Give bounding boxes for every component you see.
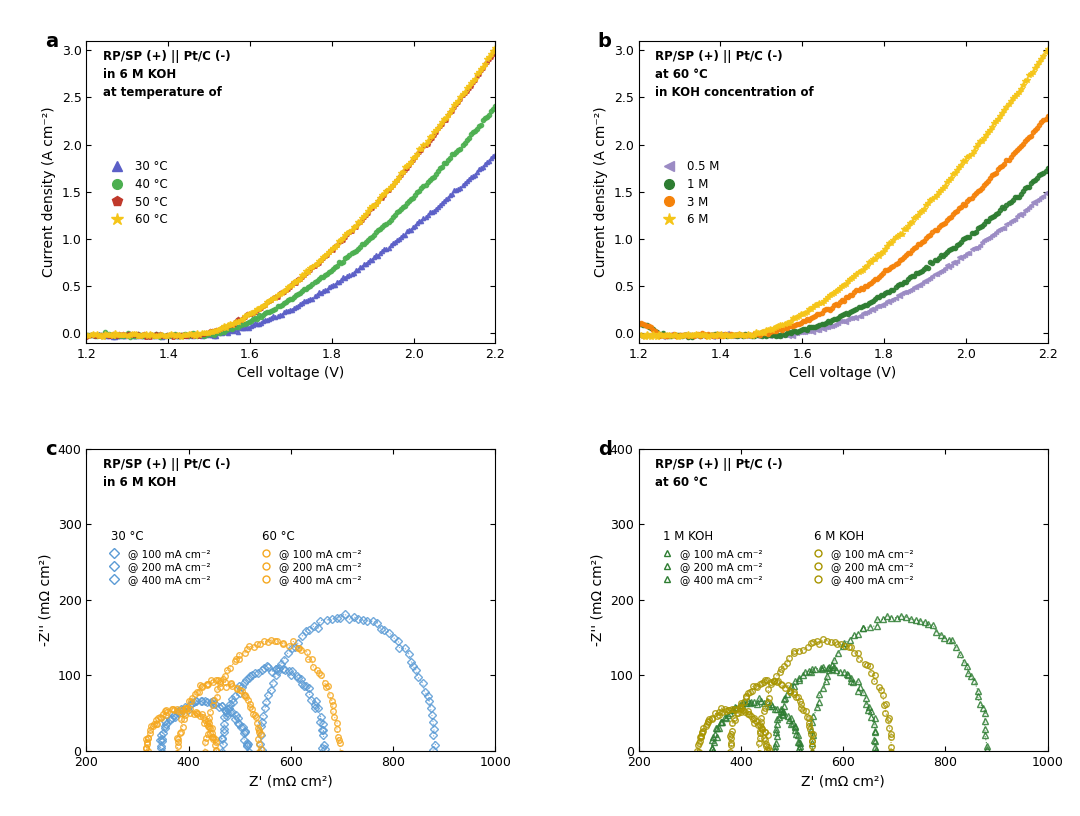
Y-axis label: Current density (A cm⁻²): Current density (A cm⁻²)	[594, 107, 608, 277]
Text: 6 M KOH: 6 M KOH	[814, 530, 865, 543]
Legend: @ 100 mA cm⁻², @ 200 mA cm⁻², @ 400 mA cm⁻²: @ 100 mA cm⁻², @ 200 mA cm⁻², @ 400 mA c…	[252, 544, 366, 589]
Text: RP/SP (+) || Pt/C (-)
at 60 °C: RP/SP (+) || Pt/C (-) at 60 °C	[654, 458, 783, 489]
X-axis label: Cell voltage (V): Cell voltage (V)	[238, 366, 345, 380]
Text: a: a	[45, 32, 58, 51]
Text: d: d	[597, 440, 611, 459]
X-axis label: Z' (mΩ cm²): Z' (mΩ cm²)	[801, 774, 885, 788]
Y-axis label: Current density (A cm⁻²): Current density (A cm⁻²)	[42, 107, 56, 277]
Y-axis label: -Z'' (mΩ cm²): -Z'' (mΩ cm²)	[38, 553, 52, 646]
Text: 1 M KOH: 1 M KOH	[663, 530, 713, 543]
Text: 60 °C: 60 °C	[262, 530, 295, 543]
Y-axis label: -Z'' (mΩ cm²): -Z'' (mΩ cm²)	[591, 553, 605, 646]
X-axis label: Z' (mΩ cm²): Z' (mΩ cm²)	[249, 774, 333, 788]
Legend: 30 °C, 40 °C, 50 °C, 60 °C: 30 °C, 40 °C, 50 °C, 60 °C	[100, 156, 172, 231]
Text: RP/SP (+) || Pt/C (-)
in 6 M KOH: RP/SP (+) || Pt/C (-) in 6 M KOH	[103, 458, 230, 489]
Text: b: b	[597, 32, 611, 51]
Text: 30 °C: 30 °C	[111, 530, 144, 543]
Text: RP/SP (+) || Pt/C (-)
at 60 °C
in KOH concentration of: RP/SP (+) || Pt/C (-) at 60 °C in KOH co…	[654, 50, 813, 99]
Text: RP/SP (+) || Pt/C (-)
in 6 M KOH
at temperature of: RP/SP (+) || Pt/C (-) in 6 M KOH at temp…	[103, 50, 230, 99]
X-axis label: Cell voltage (V): Cell voltage (V)	[789, 366, 896, 380]
Legend: 0.5 M, 1 M, 3 M, 6 M: 0.5 M, 1 M, 3 M, 6 M	[652, 156, 724, 231]
Legend: @ 100 mA cm⁻², @ 200 mA cm⁻², @ 400 mA cm⁻²: @ 100 mA cm⁻², @ 200 mA cm⁻², @ 400 mA c…	[804, 544, 918, 589]
Text: c: c	[45, 440, 57, 459]
